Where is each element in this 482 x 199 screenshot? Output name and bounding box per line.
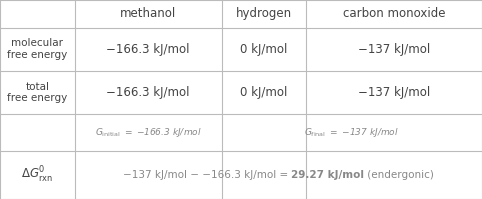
Text: −166.3 kJ/mol: −166.3 kJ/mol [107,43,190,56]
Text: −137 kJ/mol − −166.3 kJ/mol =: −137 kJ/mol − −166.3 kJ/mol = [122,170,291,180]
Text: carbon monoxide: carbon monoxide [343,7,445,20]
Text: −166.3 kJ/mol: −166.3 kJ/mol [107,86,190,99]
Text: 0 kJ/mol: 0 kJ/mol [240,43,288,56]
Text: $\Delta G^{0}_{\mathrm{rxn}}$: $\Delta G^{0}_{\mathrm{rxn}}$ [21,165,54,185]
Text: $G_{\mathrm{final}}$ $=$ −137 kJ/mol: $G_{\mathrm{final}}$ $=$ −137 kJ/mol [305,126,399,139]
Text: total
free energy: total free energy [7,82,67,103]
Text: 29.27 kJ/mol: 29.27 kJ/mol [291,170,364,180]
Text: −137 kJ/mol: −137 kJ/mol [358,43,430,56]
Text: (endergonic): (endergonic) [364,170,434,180]
Text: $G_{\mathrm{initial}}$ $=$ −166.3 kJ/mol: $G_{\mathrm{initial}}$ $=$ −166.3 kJ/mol [95,126,201,139]
Text: 0 kJ/mol: 0 kJ/mol [240,86,288,99]
Text: −137 kJ/mol: −137 kJ/mol [358,86,430,99]
Text: molecular
free energy: molecular free energy [7,38,67,60]
Text: methanol: methanol [120,7,176,20]
Text: hydrogen: hydrogen [236,7,292,20]
